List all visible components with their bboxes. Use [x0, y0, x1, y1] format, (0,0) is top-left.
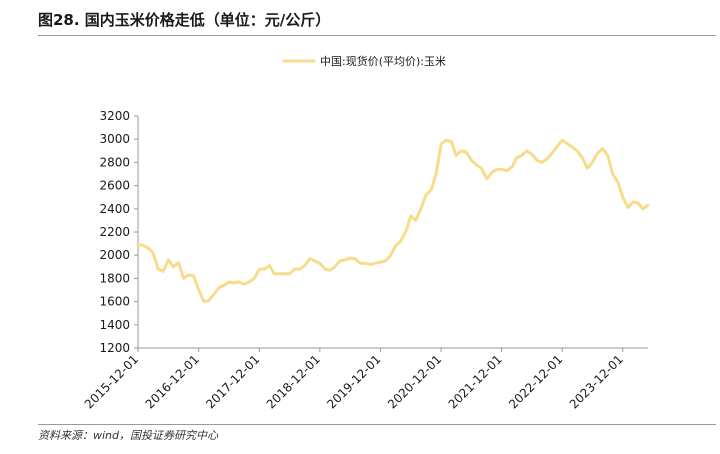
y-tick-label: 1400 — [99, 318, 130, 332]
y-tick-label: 2000 — [99, 248, 130, 262]
x-tick-label: 2020-12-01 — [385, 352, 444, 411]
y-tick-label: 1200 — [99, 341, 130, 355]
y-tick-label: 3200 — [99, 109, 130, 123]
x-axis: 2015-12-01 2016-12-01 2017-12-01 2018-12-01… — [82, 347, 648, 411]
x-tick-label: 2022-12-01 — [506, 352, 565, 411]
chart-title: 图28. 国内玉米价格走低（单位：元/公斤） — [38, 11, 331, 29]
legend: 中国:现货价(平均价):玉米 — [282, 54, 446, 68]
x-tick-label: 2021-12-01 — [446, 352, 505, 411]
y-axis: 1200 1400 1600 1800 2000 2200 2400 2600 2800 3000… — [99, 109, 139, 355]
y-tick-label: 2400 — [99, 202, 130, 216]
x-tick-label: 2017-12-01 — [203, 352, 262, 411]
x-tick-label: 2023-12-01 — [567, 352, 626, 411]
legend-label: 中国:现货价(平均价):玉米 — [320, 54, 446, 68]
x-tick-label: 2018-12-01 — [264, 352, 323, 411]
series-line-corn-spot-price — [136, 138, 650, 304]
title-divider — [38, 35, 716, 36]
x-tick-label: 2019-12-01 — [324, 352, 383, 411]
x-tick-label: 2015-12-01 — [82, 352, 141, 411]
x-tick-label: 2016-12-01 — [143, 352, 202, 411]
footer-divider — [38, 424, 716, 425]
source-note: 资料来源：wind，国投证券研究中心 — [38, 429, 219, 442]
y-tick-label: 1600 — [99, 295, 130, 309]
y-tick-label: 3000 — [99, 132, 130, 146]
y-tick-label: 1800 — [99, 271, 130, 285]
y-tick-label: 2600 — [99, 179, 130, 193]
y-tick-label: 2200 — [99, 225, 130, 239]
plot-area — [136, 138, 650, 304]
y-tick-label: 2800 — [99, 155, 130, 169]
